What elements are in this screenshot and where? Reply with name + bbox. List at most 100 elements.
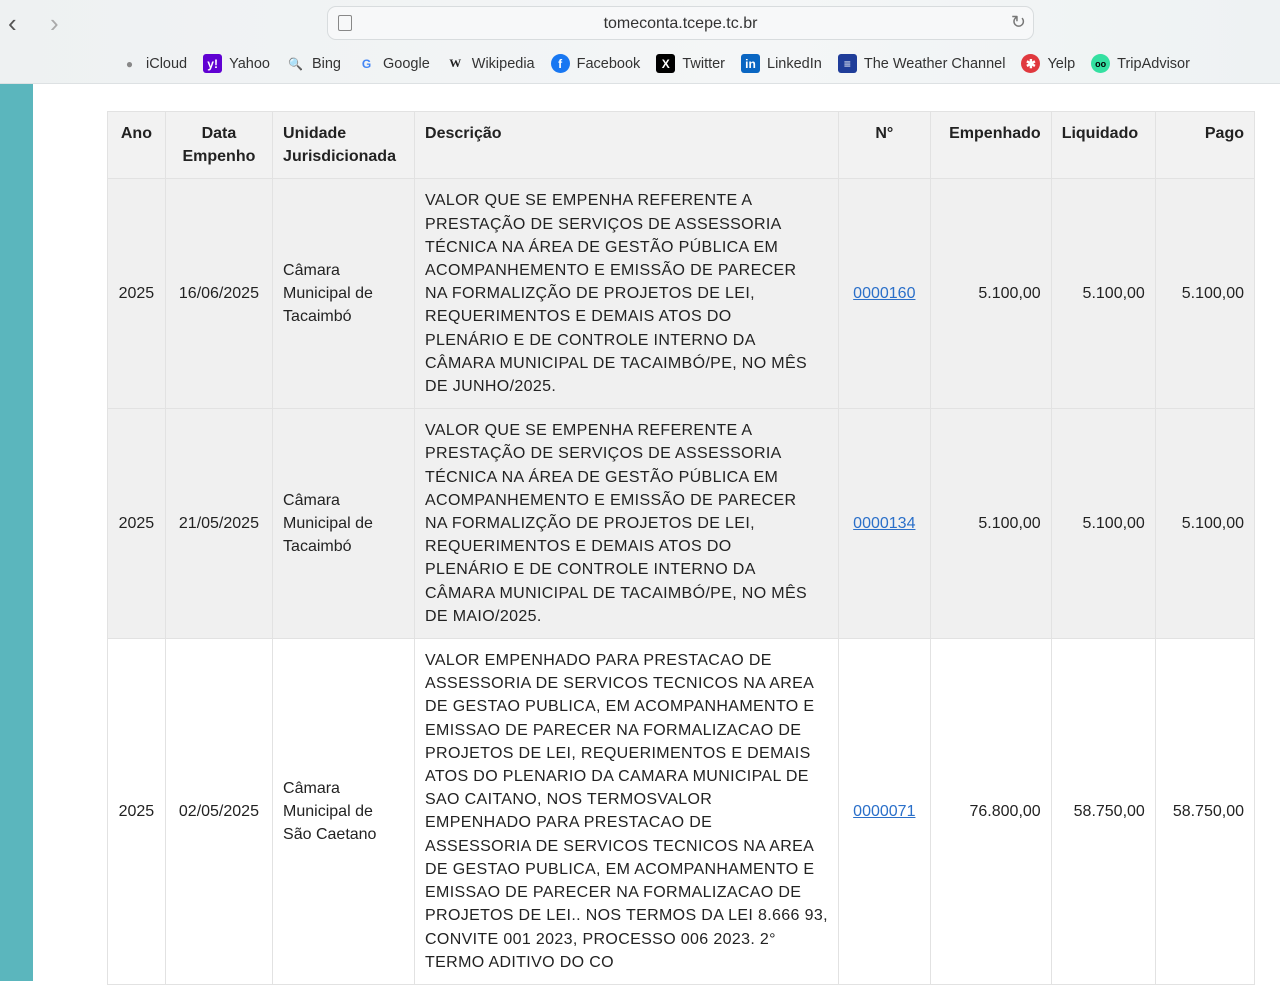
descricao-line: PROJETOS DE LEI, REQUERIMENTOS E DEMAIS <box>425 744 811 762</box>
header-descricao[interactable]: Descrição <box>414 110 839 180</box>
descricao-line: VALOR QUE SE EMPENHA REFERENTE A <box>425 422 753 440</box>
url-text: tomeconta.tcepe.tc.br <box>603 15 758 32</box>
cell-unidade: Câmara Municipal de Tacaimbó <box>272 408 416 640</box>
bookmark-label: Bing <box>311 55 341 72</box>
apple-icon: ● <box>125 56 134 71</box>
bookmark-label: Facebook <box>576 55 641 72</box>
bookmark-google[interactable]: G Google <box>357 54 430 73</box>
bookmark-wikipedia[interactable]: W Wikipedia <box>446 54 535 73</box>
empenhos-table: Ano Data Empenho Unidade Jurisdicionada … <box>107 110 1256 985</box>
cell-pago: 58.750,00 <box>1154 638 1256 985</box>
page-menu-icon[interactable] <box>338 15 352 31</box>
descricao-line: TÉCNICA NA ÁREA DE GESTÃO PÚBLICA EM <box>425 468 779 486</box>
tripadvisor-icon: oo <box>1091 54 1111 73</box>
bookmark-facebook[interactable]: f Facebook <box>550 54 641 73</box>
bookmark-linkedin[interactable]: in LinkedIn <box>741 54 822 73</box>
reload-icon[interactable]: ↻ <box>1010 12 1026 32</box>
header-numero[interactable]: N° <box>837 110 931 180</box>
cell-ano: 2025 <box>107 178 166 410</box>
bookmark-yelp[interactable]: ✱ Yelp <box>1021 54 1075 73</box>
descricao-line: VALOR EMPENHADO PARA PRESTACAO DE <box>425 652 772 670</box>
bookmarks-bar: ● iCloud y! Yahoo 🔍 Bing G Google W Wikipedia f Fac… <box>120 54 1206 73</box>
descricao-line: REQUERIMENTOS E DEMAIS ATOS DO <box>425 308 732 326</box>
cell-ano: 2025 <box>107 638 166 985</box>
header-empenhado[interactable]: Empenhado <box>929 110 1052 180</box>
descricao-line: REQUERIMENTOS E DEMAIS ATOS DO <box>425 538 732 556</box>
bookmark-the-weather-channel[interactable]: ≡ The Weather Channel <box>837 54 1006 73</box>
bookmark-twitter[interactable]: X Twitter <box>656 54 725 73</box>
descricao-line: PROJETOS DE LEI.. NOS TERMOS DA LEI 8.66… <box>425 907 828 925</box>
empenho-number-link[interactable]: 0000160 <box>853 285 916 303</box>
empenho-number-link[interactable]: 0000071 <box>853 802 916 820</box>
bookmark-label: Twitter <box>682 55 726 72</box>
header-data-empenho[interactable]: Data Empenho <box>164 110 274 180</box>
descricao-line: EMISSAO DE PARECER NA FORMALIZACAO DE <box>425 884 802 902</box>
cell-numero: 0000134 <box>837 408 931 640</box>
descricao-line: CÂMARA MUNICIPAL DE TACAIMBÓ/PE, NO MÊS <box>425 584 808 602</box>
descricao-line: DE JUNHO/2025. <box>425 378 557 396</box>
header-pago[interactable]: Pago <box>1154 110 1256 180</box>
bookmark-label: Google <box>383 55 430 72</box>
table-row: 2025 02/05/2025 Câmara Municipal de São Ca… <box>107 638 1256 985</box>
bookmark-label: The Weather Channel <box>863 55 1006 72</box>
descricao-line: SAO CAITANO, NOS TERMOSVALOR <box>425 791 713 809</box>
cell-data-empenho: 16/06/2025 <box>164 178 274 410</box>
x-icon: X <box>656 54 676 73</box>
back-button[interactable]: ‹ <box>8 8 17 38</box>
cell-empenhado: 5.100,00 <box>929 178 1052 410</box>
table-row: 2025 21/05/2025 Câmara Municipal de Tacaim… <box>107 408 1256 640</box>
bookmark-label: Yelp <box>1047 55 1076 72</box>
cell-descricao: VALOR EMPENHADO PARA PRESTACAO DE ASSESSO… <box>414 638 839 985</box>
cell-unidade: Câmara Municipal de São Caetano <box>272 638 416 985</box>
descricao-line: DE GESTAO PUBLICA, EM ACOMPANHAMENTO E <box>425 860 815 878</box>
descricao-line: NA FORMALIZÇÃO DE PROJETOS DE LEI, <box>425 285 755 303</box>
table-header-row: Ano Data Empenho Unidade Jurisdicionada … <box>107 110 1256 180</box>
descricao-line: PRESTAÇÃO DE SERVIÇOS DE ASSESSORIA <box>425 445 782 463</box>
address-bar[interactable]: tomeconta.tcepe.tc.br ↻ <box>327 6 1034 40</box>
empenho-number-link[interactable]: 0000134 <box>853 515 916 533</box>
descricao-line: TERMO ADITIVO DO CO <box>425 953 614 971</box>
descricao-line: TÉCNICA NA ÁREA DE GESTÃO PÚBLICA EM <box>425 238 779 256</box>
descricao-line: ATOS DO PLENARIO DA CAMARA MUNICIPAL DE <box>425 768 809 786</box>
cell-pago: 5.100,00 <box>1154 178 1256 410</box>
bookmark-icloud[interactable]: ● iCloud <box>120 54 187 73</box>
bookmark-label: iCloud <box>146 55 188 72</box>
descricao-line: EMISSAO DE PARECER NA FORMALIZACAO DE <box>425 721 802 739</box>
descricao-line: VALOR QUE SE EMPENHA REFERENTE A <box>425 192 753 210</box>
header-unidade[interactable]: Unidade Jurisdicionada <box>272 110 416 180</box>
descricao-line: ASSESSORIA DE SERVICOS TECNICOS NA AREA <box>425 675 815 693</box>
descricao-line: EMPENHADO PARA PRESTACAO DE <box>425 814 713 832</box>
header-liquidado[interactable]: Liquidado <box>1050 110 1156 180</box>
descricao-line: ASSESSORIA DE SERVICOS TECNICOS NA AREA <box>425 837 815 855</box>
bookmark-bing[interactable]: 🔍 Bing <box>286 54 341 73</box>
cell-empenhado: 5.100,00 <box>929 408 1052 640</box>
cell-liquidado: 58.750,00 <box>1050 638 1156 985</box>
bookmark-label: Yahoo <box>229 55 270 72</box>
weather-channel-icon: ≡ <box>837 54 857 73</box>
cell-pago: 5.100,00 <box>1154 408 1256 640</box>
bookmark-tripadvisor[interactable]: oo TripAdvisor <box>1091 54 1190 73</box>
bookmark-label: Wikipedia <box>471 55 535 72</box>
yelp-icon: ✱ <box>1021 54 1041 73</box>
cell-numero: 0000160 <box>837 178 931 410</box>
cell-liquidado: 5.100,00 <box>1050 408 1156 640</box>
forward-button[interactable]: › <box>50 8 59 38</box>
descricao-line: NA FORMALIZÇÃO DE PROJETOS DE LEI, <box>425 515 755 533</box>
cell-descricao: VALOR QUE SE EMPENHA REFERENTE A PRESTAÇÃ… <box>414 408 839 640</box>
header-ano[interactable]: Ano <box>107 110 166 180</box>
descricao-line: PLENÁRIO E DE CONTROLE INTERNO DA <box>425 331 756 349</box>
cell-descricao: VALOR QUE SE EMPENHA REFERENTE A PRESTAÇÃ… <box>414 178 839 410</box>
cell-empenhado: 76.800,00 <box>929 638 1052 985</box>
descricao-line: DE GESTAO PUBLICA, EM ACOMPANHAMENTO E <box>425 698 815 716</box>
table-row: 2025 16/06/2025 Câmara Municipal de Tacaim… <box>107 178 1256 410</box>
linkedin-icon: in <box>741 54 761 73</box>
bookmark-label: TripAdvisor <box>1117 55 1190 72</box>
cell-numero: 0000071 <box>837 638 931 985</box>
cell-data-empenho: 21/05/2025 <box>164 408 274 640</box>
cell-ano: 2025 <box>107 408 166 640</box>
cell-data-empenho: 02/05/2025 <box>164 638 274 985</box>
descricao-line: CONVITE 001 2023, PROCESSO 006 2023. 2° <box>425 930 776 948</box>
browser-toolbar: ‹ › tomeconta.tcepe.tc.br ↻ ● iCloud y! Yah… <box>0 0 1280 84</box>
wikipedia-icon: W <box>449 56 462 70</box>
bookmark-yahoo[interactable]: y! Yahoo <box>203 54 270 73</box>
